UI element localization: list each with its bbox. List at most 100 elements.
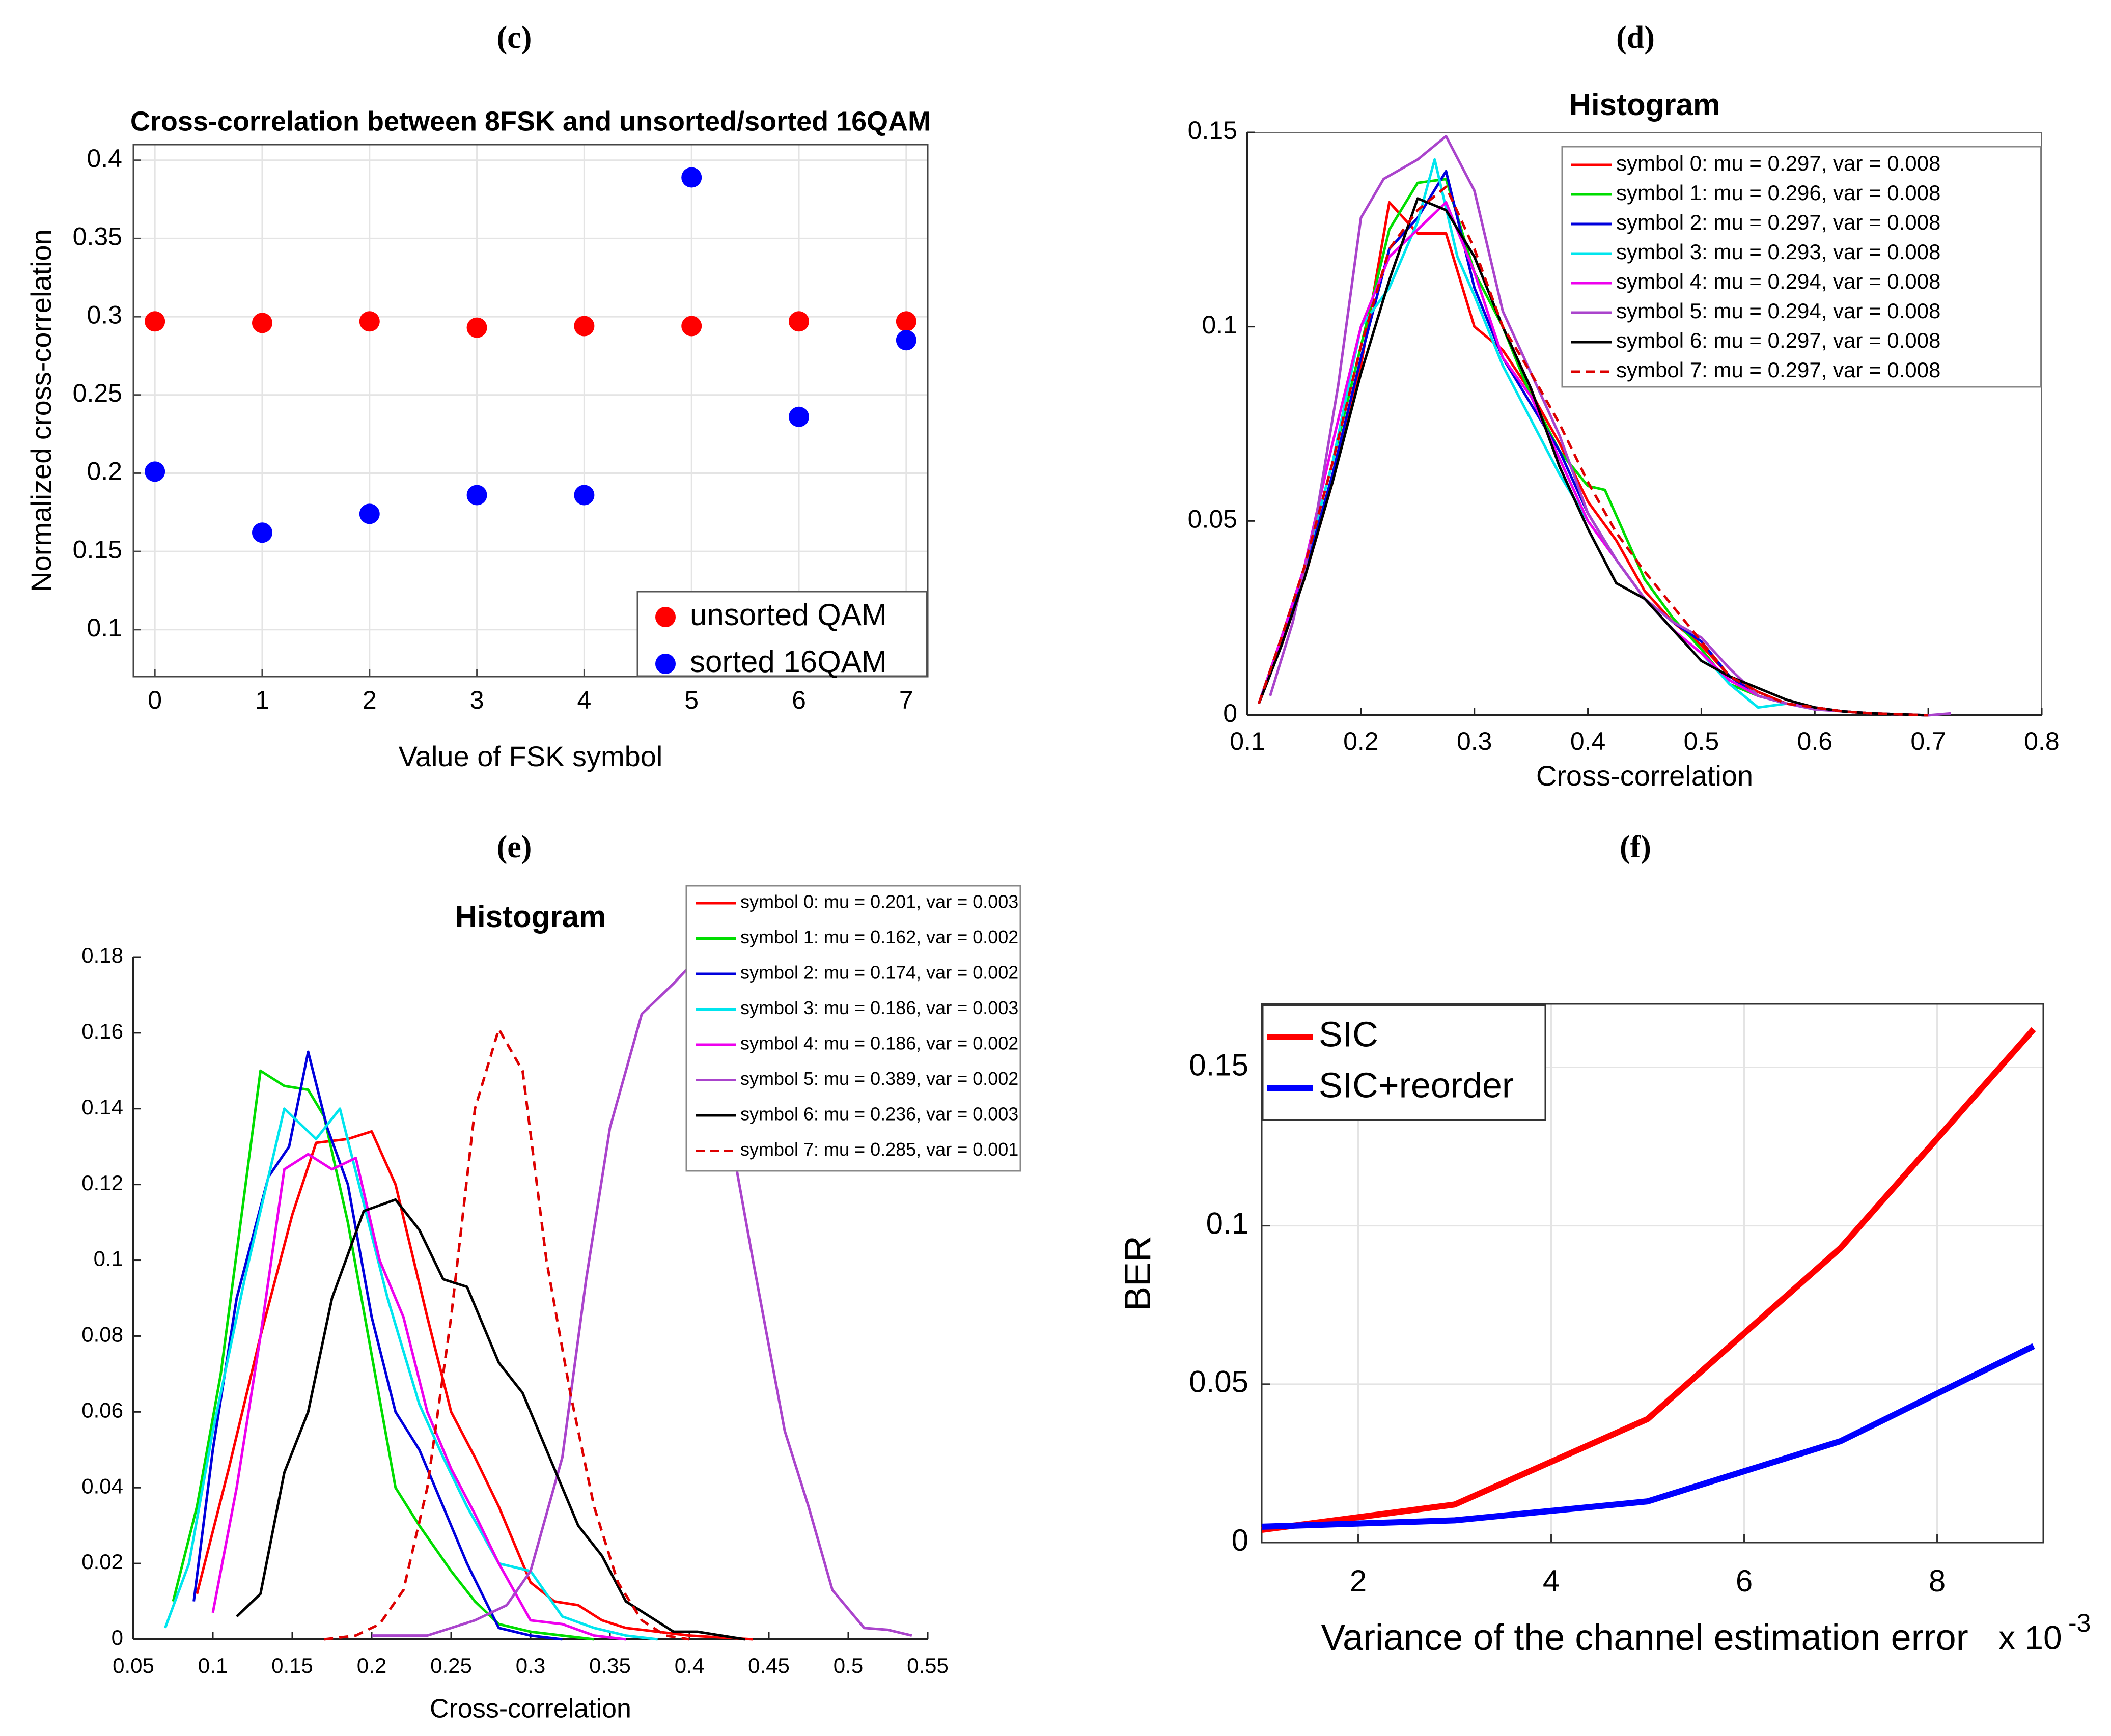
x-tick-label: 2 — [363, 686, 377, 714]
x-tick-label: 0.25 — [430, 1654, 472, 1677]
y-tick-label: 0.16 — [81, 1019, 123, 1043]
legend-label: symbol 0: mu = 0.297, var = 0.008 — [1616, 151, 1940, 175]
series-line — [1261, 1027, 2036, 1533]
y-tick-label: 0.4 — [87, 144, 122, 173]
x-tick-label: 0.4 — [675, 1654, 704, 1677]
series-line — [211, 1153, 626, 1641]
data-point — [466, 485, 487, 506]
panel-c: (c) Cross-correlation between 8FSK and un… — [25, 20, 931, 772]
data-point — [789, 311, 810, 332]
y-axis-label: Normalized cross-correlation — [25, 229, 57, 592]
legend-label: SIC+reorder — [1319, 1065, 1514, 1105]
data-point — [252, 522, 272, 543]
legend-marker — [655, 654, 676, 674]
panel-label: (f) — [1620, 830, 1651, 864]
series-line — [164, 1107, 658, 1641]
x-tick-label: 0.5 — [834, 1654, 863, 1677]
data-point — [574, 485, 595, 506]
legend-label: symbol 2: mu = 0.297, var = 0.008 — [1616, 210, 1940, 234]
data-point — [145, 461, 165, 482]
data-point — [359, 503, 380, 524]
x-tick-label: 4 — [577, 686, 591, 714]
y-tick-label: 0.18 — [81, 943, 123, 967]
series-line — [1261, 1343, 2035, 1530]
chart-title: Cross-correlation between 8FSK and unsor… — [130, 106, 931, 136]
x-tick-label: 5 — [684, 686, 699, 714]
x-tick-label: 0.05 — [113, 1654, 154, 1677]
x-tick-label: 0.55 — [907, 1654, 949, 1677]
legend: symbol 0: mu = 0.201, var = 0.003 symbol … — [685, 885, 1021, 1172]
y-tick-label: 0.1 — [1202, 311, 1237, 339]
x-tick-label: 0.45 — [748, 1654, 790, 1677]
legend-label: symbol 5: mu = 0.389, var = 0.002 — [740, 1068, 1018, 1089]
legend-label: symbol 4: mu = 0.186, var = 0.002 — [740, 1033, 1018, 1054]
panel-label: (e) — [497, 830, 532, 864]
legend: symbol 0: mu = 0.297, var = 0.008 symbol … — [1561, 146, 2042, 388]
x-tick-label: 0.2 — [357, 1654, 386, 1677]
x-tick-label: 0.3 — [1457, 727, 1492, 755]
y-tick-label: 0.04 — [81, 1474, 123, 1498]
legend-label: symbol 7: mu = 0.285, var = 0.001 — [740, 1139, 1018, 1160]
plot-frame — [132, 144, 929, 678]
x-tick-label: 6 — [792, 686, 806, 714]
series-line — [1257, 185, 1929, 717]
x-tick-label: 0.3 — [516, 1654, 545, 1677]
data-point — [896, 311, 916, 332]
x-tick-label: 4 — [1543, 1564, 1560, 1598]
x-tick-label: 0.15 — [271, 1654, 313, 1677]
data-point — [145, 311, 165, 332]
data-point — [252, 313, 272, 333]
panel-d: (d) Histogram 0.1 0.2 0.3 0.4 0.5 0.6 0.7 0.8 0 0.0… — [1188, 20, 2060, 792]
y-tick-label: 0.1 — [1206, 1206, 1248, 1240]
x-tick-label: 0.1 — [1230, 727, 1265, 755]
series-line — [324, 1027, 690, 1641]
legend-label: symbol 5: mu = 0.294, var = 0.008 — [1616, 299, 1940, 323]
y-axis-label: BER — [1118, 1236, 1158, 1311]
panel-f: (f) 2 4 6 8 0 0.05 0.1 0.15 Variance of the chann… — [1118, 830, 2091, 1658]
series-line — [196, 1130, 753, 1641]
y-tick-label: 0.25 — [73, 379, 122, 407]
x-tick-label: 0.5 — [1684, 727, 1719, 755]
data-point — [681, 167, 702, 188]
y-tick-label: 0.1 — [87, 613, 122, 642]
legend-label: unsorted QAM — [690, 598, 887, 632]
x-tick-label: 8 — [1929, 1564, 1946, 1598]
data-point — [466, 317, 487, 338]
y-tick-label: 0.02 — [81, 1550, 123, 1574]
legend: SIC SIC+reorder — [1262, 1004, 1546, 1121]
y-tick-label: 0.15 — [1189, 1048, 1248, 1082]
x-tick-label: 0.7 — [1910, 727, 1946, 755]
y-tick-label: 0.2 — [87, 457, 122, 486]
x-tick-label: 0 — [148, 686, 162, 714]
y-tick-label: 0 — [1232, 1523, 1248, 1557]
x-axis-label: Value of FSK symbol — [399, 740, 663, 772]
y-tick-label: 0.1 — [94, 1247, 123, 1271]
y-tick-label: 0.15 — [1188, 116, 1237, 145]
series-line — [1257, 197, 1929, 717]
data-point — [896, 330, 916, 351]
series-line — [1269, 135, 1951, 717]
legend-box — [636, 591, 928, 677]
x-axis-label: Cross-correlation — [430, 1694, 631, 1724]
panel-label: (d) — [1616, 20, 1655, 55]
y-tick-label: 0.08 — [81, 1323, 123, 1347]
data-point — [359, 311, 380, 332]
panel-label: (c) — [497, 20, 532, 55]
legend-label: symbol 4: mu = 0.294, var = 0.008 — [1616, 269, 1940, 293]
legend-box — [1262, 1004, 1546, 1121]
plot-frame — [1261, 1003, 2044, 1544]
series-line — [236, 1198, 745, 1641]
legend-label: symbol 6: mu = 0.297, var = 0.008 — [1616, 328, 1940, 352]
x-tick-label: 6 — [1736, 1564, 1753, 1598]
x-multiplier: x 10 — [1998, 1618, 2062, 1656]
data-point — [789, 406, 810, 427]
y-tick-label: 0.06 — [81, 1398, 123, 1422]
legend-label: symbol 3: mu = 0.293, var = 0.008 — [1616, 240, 1940, 264]
x-tick-label: 7 — [899, 686, 913, 714]
legend-box — [685, 885, 1021, 1172]
x-tick-label: 0.4 — [1570, 727, 1606, 755]
legend-label: symbol 3: mu = 0.186, var = 0.003 — [740, 997, 1018, 1018]
chart-title: Histogram — [1569, 88, 1720, 122]
legend-label: symbol 0: mu = 0.201, var = 0.003 — [740, 891, 1018, 912]
series-line — [172, 1069, 595, 1641]
